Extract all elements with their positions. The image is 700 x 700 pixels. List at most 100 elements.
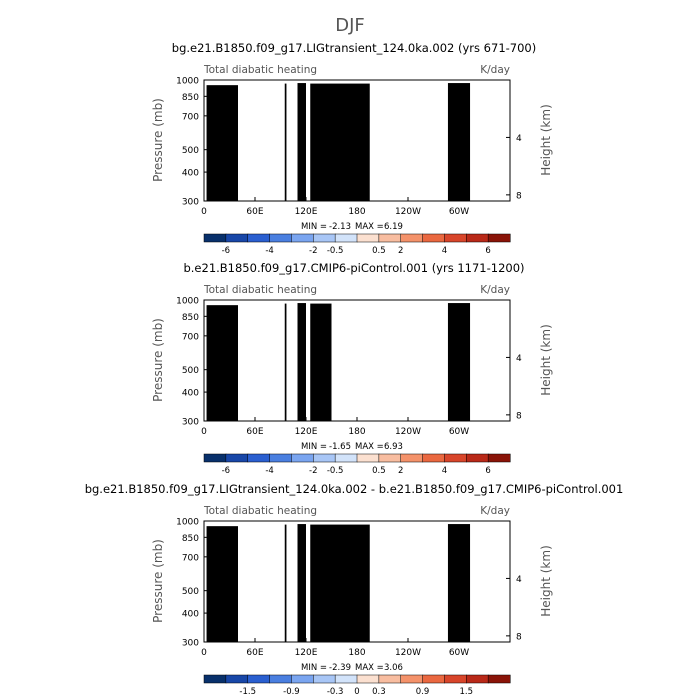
colorbar-label: -2 — [309, 246, 317, 256]
colorbar-label: 4 — [442, 466, 447, 476]
y-axis-label: Pressure (mb) — [151, 98, 165, 182]
x-tick-label: 60W — [449, 207, 469, 217]
variable-label: Total diabatic heating — [203, 505, 317, 517]
topography — [310, 83, 370, 201]
colorbar-swatch — [466, 453, 489, 463]
right-axis-label: Height (km) — [539, 104, 553, 175]
panel-3: bg.e21.B1850.f09_g17.LIGtransient_124.0k… — [85, 482, 624, 697]
colorbar-swatch — [247, 453, 271, 463]
topography — [310, 303, 332, 421]
panel-title: b.e21.B1850.f09_g17.CMIP6-piControl.001 … — [183, 261, 524, 275]
colorbar-swatch — [203, 233, 227, 243]
topography — [297, 83, 306, 201]
variable-label: Total diabatic heating — [203, 284, 317, 296]
y-axis: 300 400 500 700 850 1000 — [176, 297, 208, 428]
colorbar-swatch — [356, 233, 380, 243]
colorbar-label: -0.5 — [327, 466, 344, 476]
x-tick-label: 60E — [246, 207, 263, 217]
x-axis: 0 60E 120E 180 120W 60W — [201, 197, 469, 217]
colorbar-label: -4 — [265, 246, 273, 256]
right-tick-label: 4 — [516, 354, 522, 364]
x-tick-label: 120E — [295, 207, 318, 217]
field-cells — [206, 524, 471, 642]
season-title: DJF — [335, 15, 365, 36]
colorbar-swatch — [334, 233, 358, 243]
colorbar-label: -2 — [309, 466, 317, 476]
min-value: -1.65 — [329, 442, 351, 452]
y-tick-label: 500 — [182, 366, 199, 376]
colorbar-swatch — [487, 453, 511, 463]
colorbar-swatch — [313, 233, 336, 243]
y-axis: 300 400 500 700 850 1000 — [176, 77, 208, 208]
colorbar-swatch — [225, 453, 249, 463]
colorbar-swatch — [400, 453, 424, 463]
x-tick-label: 120W — [395, 207, 421, 217]
colorbar-label: 6 — [485, 466, 490, 476]
colorbar-swatch — [487, 233, 511, 243]
y-tick-label: 850 — [182, 93, 199, 103]
y-axis-label: Pressure (mb) — [151, 318, 165, 402]
right-tick-label: 4 — [516, 134, 522, 144]
x-tick-label: 180 — [348, 427, 365, 437]
min-max-line: MIN = -2.13 MAX = 6.19 — [301, 222, 403, 232]
right-axis: 84 — [506, 354, 522, 421]
colorbar-swatch — [378, 453, 402, 463]
x-axis: 0 60E 120E 180 120W 60W — [201, 417, 469, 437]
colorbar-swatch — [334, 453, 358, 463]
topography — [297, 303, 306, 421]
y-tick-label: 300 — [182, 418, 199, 428]
colorbar-swatch — [378, 233, 402, 243]
colorbar-label: -6 — [222, 246, 230, 256]
y-tick-label: 1000 — [176, 297, 199, 307]
min-max-line: MIN = -1.65 MAX = 6.93 — [301, 442, 403, 452]
colorbar-swatch — [422, 233, 445, 243]
topography — [447, 303, 471, 421]
x-tick-label: 0 — [201, 207, 207, 217]
colorbar-swatch — [422, 453, 445, 463]
colorbar-label: -6 — [222, 466, 230, 476]
colorbar-swatch — [291, 453, 314, 463]
colorbar-swatch — [444, 453, 467, 463]
max-value: 6.19 — [384, 222, 403, 232]
max-value: 6.93 — [384, 442, 403, 452]
plot-area — [203, 79, 511, 202]
topography — [447, 83, 471, 201]
max-label: MAX = — [355, 442, 384, 452]
x-tick-label: 120W — [395, 427, 421, 437]
right-tick-label: 8 — [516, 191, 522, 201]
y-tick-label: 700 — [182, 332, 199, 342]
y-tick-label: 400 — [182, 389, 199, 399]
units-label: K/day — [480, 505, 510, 517]
colorbar-swatch — [269, 453, 292, 463]
min-label: MIN = — [301, 222, 327, 232]
colorbar-swatch — [291, 233, 314, 243]
colorbar: -6 -4 -2 -0.5 0.5 2 4 6 — [203, 233, 511, 256]
variable-label: Total diabatic heating — [203, 64, 317, 76]
colorbar-swatch — [225, 233, 249, 243]
colorbar-swatch — [269, 233, 292, 243]
units-label: K/day — [480, 284, 510, 296]
colorbar-label: 4 — [442, 246, 447, 256]
y-tick-label: 300 — [182, 198, 199, 208]
colorbar-label: 0.5 — [372, 466, 386, 476]
topography — [284, 303, 287, 421]
colorbar-label: -4 — [265, 466, 273, 476]
plot-area — [203, 299, 511, 422]
colorbar-swatch — [356, 453, 380, 463]
colorbar-swatch — [203, 453, 227, 463]
x-tick-label: 60W — [449, 427, 469, 437]
topography — [223, 313, 227, 421]
y-tick-label: 700 — [182, 112, 199, 122]
panel-1: bg.e21.B1850.f09_g17.LIGtransient_124.0k… — [151, 41, 553, 256]
topography — [284, 83, 287, 201]
right-axis-label: Height (km) — [539, 324, 553, 395]
colorbar-label: 2 — [398, 466, 403, 476]
colorbar-swatch — [313, 453, 336, 463]
colorbar-swatch — [444, 233, 467, 243]
topography — [223, 93, 227, 201]
x-tick-label: 60E — [246, 427, 263, 437]
x-tick-label: 180 — [348, 207, 365, 217]
colorbar-swatch — [400, 233, 424, 243]
panel-title: bg.e21.B1850.f09_g17.LIGtransient_124.0k… — [85, 482, 624, 496]
